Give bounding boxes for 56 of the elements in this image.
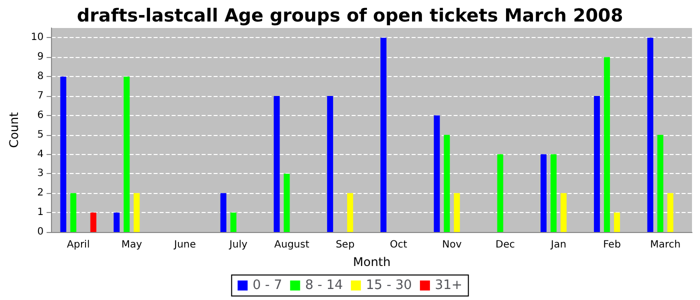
legend-label: 0 - 7 xyxy=(252,278,282,293)
x-tick-label: Sep xyxy=(336,240,355,250)
bar xyxy=(444,134,450,232)
x-tick-label: Jan xyxy=(550,240,566,250)
y-tick-label: 1 xyxy=(37,207,44,218)
bar xyxy=(230,212,236,232)
bar xyxy=(560,193,567,232)
y-axis-title: Count xyxy=(7,112,21,148)
bar xyxy=(604,57,610,232)
bar xyxy=(274,96,280,232)
bar xyxy=(114,212,120,232)
legend-label: 31+ xyxy=(434,278,462,293)
x-tick-label: Oct xyxy=(390,240,408,250)
bar xyxy=(90,212,96,232)
y-tick-label: 5 xyxy=(37,129,44,140)
bar xyxy=(284,174,290,232)
bar xyxy=(347,193,354,232)
bar xyxy=(657,134,664,232)
bar xyxy=(594,96,600,232)
x-tick-label: May xyxy=(121,240,142,250)
bar xyxy=(550,154,557,232)
x-tick-label: April xyxy=(66,240,90,250)
x-tick-label: June xyxy=(173,240,196,250)
x-tick-label: July xyxy=(228,240,248,250)
bar xyxy=(667,193,674,232)
y-tick-label: 0 xyxy=(37,226,44,238)
x-tick-label: Dec xyxy=(496,240,515,250)
x-tick-label: March xyxy=(650,240,681,250)
legend-label: 8 - 14 xyxy=(305,278,343,293)
bar xyxy=(434,115,440,232)
bar xyxy=(497,154,504,232)
bar xyxy=(327,96,334,232)
bar xyxy=(614,212,620,232)
bar xyxy=(134,193,140,232)
bar xyxy=(540,154,547,232)
chart-title: drafts-lastcall Age groups of open tickets March 2008 xyxy=(76,6,624,26)
bar xyxy=(454,193,460,232)
y-tick-label: 6 xyxy=(37,110,44,121)
y-tick-label: 4 xyxy=(37,148,44,160)
x-tick-label: Nov xyxy=(442,240,462,250)
y-tick-label: 10 xyxy=(30,32,44,44)
bar xyxy=(647,38,654,232)
bar xyxy=(70,193,76,232)
bar xyxy=(60,76,66,232)
bar xyxy=(220,193,226,232)
legend-label: 15 - 30 xyxy=(366,278,412,293)
y-tick-label: 7 xyxy=(37,90,44,102)
x-axis-title: Month xyxy=(353,255,391,269)
y-tick-label: 3 xyxy=(37,168,44,180)
y-tick-label: 9 xyxy=(37,52,44,63)
x-tick-label: Feb xyxy=(603,240,621,250)
y-tick-label: 8 xyxy=(37,71,44,82)
bar xyxy=(380,38,386,232)
bar xyxy=(124,76,130,232)
x-tick-label: August xyxy=(274,240,310,250)
y-tick-label: 2 xyxy=(37,188,44,199)
